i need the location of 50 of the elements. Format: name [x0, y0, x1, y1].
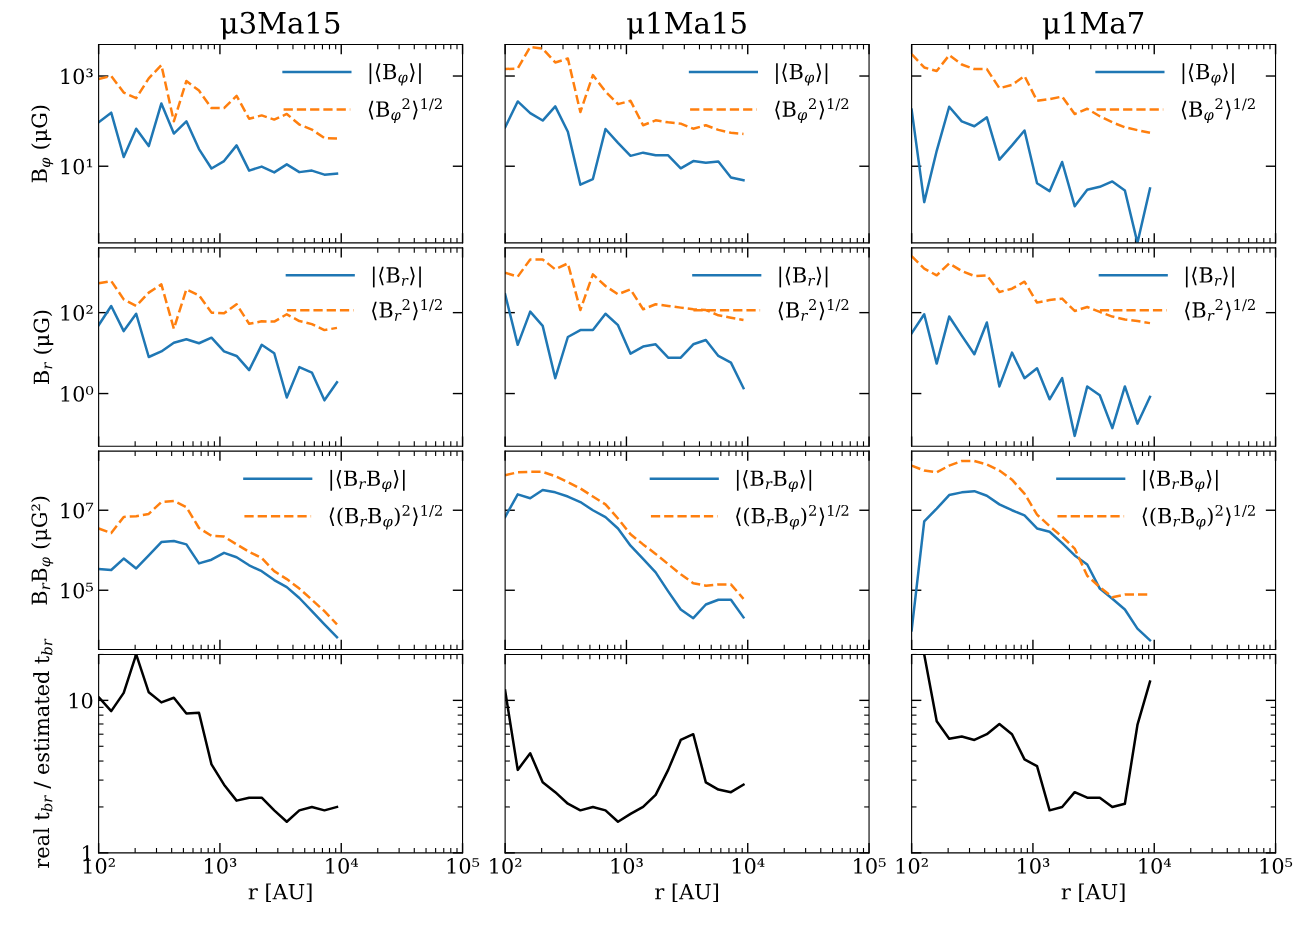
chart-title: μ1Ma7 — [1042, 11, 1144, 40]
legend-label: ⟨B$_{r}$$^{2}$⟩$^{1/2}$ — [778, 299, 849, 321]
legend-label: ⟨(B$_{r}$B$_{φ}$)$^{2}$⟩$^{1/2}$ — [1142, 504, 1255, 530]
x-axis-title: r [AU] — [248, 883, 312, 902]
legend-label: ⟨B$_{φ}$$^{2}$⟩$^{1/2}$ — [1181, 98, 1255, 123]
x-tick-label: 10⁴ — [1139, 858, 1172, 874]
y-tick-label: 10 — [69, 692, 93, 709]
x-tick-label: 10³ — [1018, 858, 1050, 874]
x-tick-label: 10⁴ — [326, 858, 359, 874]
legend-label: |⟨B$_{φ}$⟩| — [369, 63, 421, 86]
x-axis-title: r [AU] — [1061, 883, 1125, 902]
legend-label: |⟨B$_{r}$B$_{φ}$⟩| — [1143, 469, 1218, 493]
legend-label: ⟨(B$_{r}$B$_{φ}$)$^{2}$⟩$^{1/2}$ — [736, 504, 849, 530]
legend-label: ⟨B$_{r}$$^{2}$⟩$^{1/2}$ — [1185, 299, 1255, 321]
x-tick-label: 10⁵ — [854, 858, 886, 874]
chart-title: μ3Ma15 — [220, 11, 340, 40]
legend-label: |⟨B$_{φ}$⟩| — [1182, 63, 1234, 86]
legend-label: |⟨B$_{r}$⟩| — [779, 266, 828, 288]
legend-label: |⟨B$_{φ}$⟩| — [776, 63, 828, 86]
legend-label: |⟨B$_{r}$⟩| — [372, 266, 421, 288]
y-tick-label: 10³ — [61, 68, 93, 85]
legend-label: |⟨B$_{r}$⟩| — [1185, 266, 1234, 288]
legend-label: |⟨B$_{r}$B$_{φ}$⟩| — [330, 469, 405, 493]
y-axis-title: real t$_{br}$ / estimated t$_{br}$ — [33, 638, 53, 868]
y-axis-title: B$_{r}$ (μG) — [33, 310, 54, 384]
x-tick-label: 10⁵ — [1260, 858, 1293, 874]
legend-label: ⟨B$_{φ}$$^{2}$⟩$^{1/2}$ — [775, 98, 849, 123]
x-tick-label: 10² — [490, 858, 522, 874]
x-axis-title: r [AU] — [655, 883, 719, 902]
chart-title: μ1Ma15 — [627, 11, 746, 40]
y-tick-label: 10² — [61, 305, 93, 321]
y-tick-label: 10⁰ — [61, 386, 94, 402]
line-series — [98, 539, 339, 639]
x-tick-label: 10³ — [611, 858, 643, 874]
legend-label: ⟨B$_{φ}$$^{2}$⟩$^{1/2}$ — [368, 98, 442, 123]
x-tick-label: 10⁵ — [447, 858, 480, 874]
line-series — [98, 63, 339, 140]
line-series — [98, 102, 339, 176]
y-tick-label: 10¹ — [61, 158, 93, 175]
x-tick-label: 10³ — [205, 858, 237, 874]
y-axis-title: B$_{r}$B$_{φ}$ (μG²) — [31, 496, 54, 605]
y-tick-label: 10⁵ — [61, 582, 93, 599]
legend-label: |⟨B$_{r}$B$_{φ}$⟩| — [736, 469, 812, 493]
x-tick-label: 10⁴ — [732, 858, 765, 874]
legend-label: ⟨B$_{r}$$^{2}$⟩$^{1/2}$ — [372, 299, 442, 321]
y-axis-title: B$_{φ}$ (μG) — [31, 105, 54, 183]
legend-label: ⟨(B$_{r}$B$_{φ}$)$^{2}$⟩$^{1/2}$ — [329, 504, 442, 530]
y-tick-label: 10⁷ — [61, 502, 94, 519]
x-tick-label: 10² — [896, 858, 928, 874]
line-series — [98, 304, 339, 402]
